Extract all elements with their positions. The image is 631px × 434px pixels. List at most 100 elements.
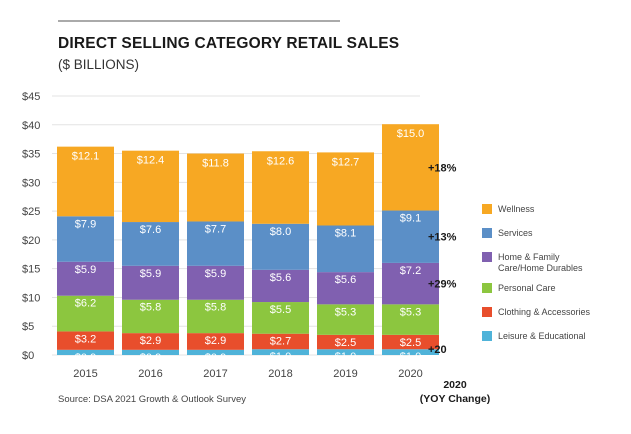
data-label: $9.1 xyxy=(400,213,421,225)
yoy-change-label: +18% xyxy=(428,162,457,174)
data-label: $8.1 xyxy=(335,228,356,240)
bar-segment xyxy=(317,304,374,335)
yoy-change-label: +20 xyxy=(428,344,447,356)
bar-segment xyxy=(187,153,244,222)
data-label: $2.5 xyxy=(335,337,356,349)
y-tick-label: $20 xyxy=(22,235,40,247)
data-label: $7.7 xyxy=(205,223,226,235)
legend-swatch xyxy=(482,307,492,317)
data-label: $5.8 xyxy=(205,302,226,314)
yoy-change-label: +13% xyxy=(428,232,457,244)
y-tick-label: $0 xyxy=(22,350,34,362)
y-tick-label: $40 xyxy=(22,120,40,132)
yoy-change-label: +29% xyxy=(428,279,457,291)
legend-swatch xyxy=(482,204,492,214)
data-label: $0.9 xyxy=(140,352,161,364)
bar-segment xyxy=(252,349,309,355)
data-label: $7.2 xyxy=(400,265,421,277)
data-label: $12.7 xyxy=(332,156,360,168)
bar-segment xyxy=(187,333,244,350)
x-tick-label: 2015 xyxy=(73,368,97,380)
yoy-changes: +18% +13% +29% +20 xyxy=(428,162,457,356)
y-tick-label: $35 xyxy=(22,149,40,161)
x-tick-label: 2018 xyxy=(268,368,292,380)
bar-segment xyxy=(122,222,179,266)
bar-segment xyxy=(317,334,374,350)
data-label: $12.4 xyxy=(137,155,165,167)
bar-segment xyxy=(252,151,309,224)
x-tick-label: 2019 xyxy=(333,368,357,380)
chart-subtitle: ($ BILLIONS) xyxy=(58,57,139,72)
data-label: $6.2 xyxy=(75,298,96,310)
legend-label: Personal Care xyxy=(498,283,556,293)
data-label: $5.3 xyxy=(400,306,421,318)
data-label: $7.9 xyxy=(75,218,96,230)
bar-segment xyxy=(187,221,244,266)
bar-segment xyxy=(382,210,439,263)
bars: $0.9 $3.2 $6.2 $5.9 $7.9 $12.1 $0.9 $2.9 $5.8 $5.… xyxy=(57,124,439,364)
bar-segment xyxy=(252,333,309,350)
yoy-heading-label: (YOY Change) xyxy=(420,393,490,405)
x-axis: 2015 2016 2017 2018 2019 2020 xyxy=(73,368,422,380)
bar-segment xyxy=(382,349,439,355)
bar-segment xyxy=(122,333,179,350)
bar-segment xyxy=(382,304,439,335)
data-label: $8.0 xyxy=(270,226,291,238)
bar-segment xyxy=(317,272,374,305)
bar-segment xyxy=(57,146,114,217)
bar-segment xyxy=(382,334,439,350)
legend-label: Leisure & Educational xyxy=(498,331,586,341)
legend-label: Services xyxy=(498,228,533,238)
legend-label: Care/Home Durables xyxy=(498,263,583,273)
bar-segment xyxy=(57,349,114,355)
legend-swatch xyxy=(482,283,492,293)
y-tick-label: $5 xyxy=(22,321,34,333)
bar-segment xyxy=(187,349,244,355)
y-tick-label: $45 xyxy=(22,91,40,103)
data-label: $12.1 xyxy=(72,151,100,163)
bar-segment xyxy=(252,269,309,303)
data-label: $0.9 xyxy=(205,352,226,364)
bar-segment xyxy=(57,331,114,350)
legend-swatch xyxy=(482,252,492,262)
legend-label: Wellness xyxy=(498,204,535,214)
legend-swatch xyxy=(482,331,492,341)
data-label: $5.9 xyxy=(75,264,96,276)
bar-segment xyxy=(122,150,179,223)
y-tick-label: $25 xyxy=(22,206,40,218)
x-tick-label: 2020 xyxy=(398,368,422,380)
data-label: $15.0 xyxy=(397,128,425,140)
data-label: $2.5 xyxy=(400,337,421,349)
bar-segment xyxy=(122,299,179,334)
y-axis: $0 $5 $10 $15 $20 $25 $30 $35 $40 $45 xyxy=(22,91,40,362)
data-label: $12.6 xyxy=(267,155,295,167)
bar-segment xyxy=(187,299,244,334)
bar-segment xyxy=(122,349,179,355)
data-label: $1.0 xyxy=(270,351,291,363)
source-note: Source: DSA 2021 Growth & Outlook Survey xyxy=(58,394,246,405)
data-label: $2.9 xyxy=(140,335,161,347)
bar-segment xyxy=(57,295,114,332)
data-label: $3.2 xyxy=(75,333,96,345)
data-label: $5.9 xyxy=(140,268,161,280)
legend-label: Home & Family xyxy=(498,252,560,262)
data-label: $2.7 xyxy=(270,336,291,348)
data-label: $1.0 xyxy=(335,351,356,363)
yoy-heading-year: 2020 xyxy=(443,379,467,391)
data-label: $0.9 xyxy=(75,352,96,364)
bar-segment xyxy=(317,225,374,273)
x-tick-label: 2017 xyxy=(203,368,227,380)
bar-segment xyxy=(382,124,439,211)
data-label: $5.6 xyxy=(335,274,356,286)
bar-segment xyxy=(317,349,374,355)
legend-label: Clothing & Accessories xyxy=(498,307,591,317)
bar-segment xyxy=(317,152,374,226)
legend-swatch xyxy=(482,228,492,238)
data-label: $5.8 xyxy=(140,302,161,314)
data-label: $5.9 xyxy=(205,268,226,280)
x-tick-label: 2016 xyxy=(138,368,162,380)
data-label: $1.0 xyxy=(400,351,421,363)
bar-segment xyxy=(252,302,309,334)
